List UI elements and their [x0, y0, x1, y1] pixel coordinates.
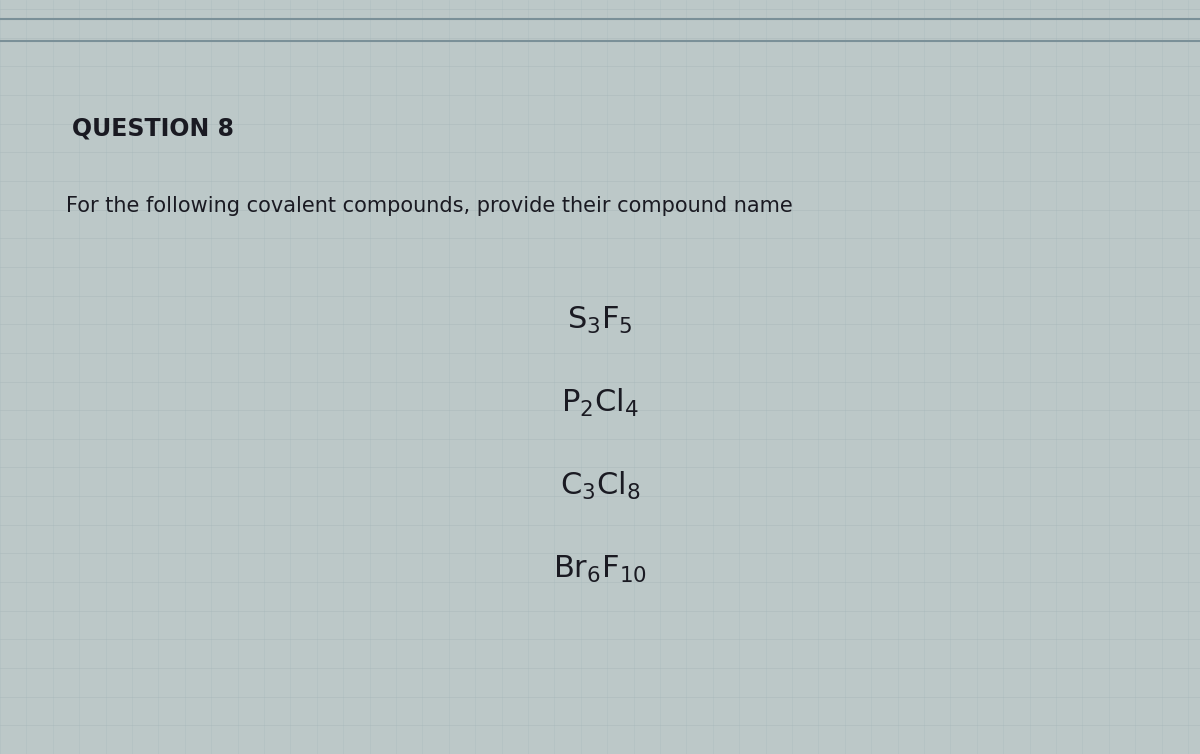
- Text: P$_2$Cl$_4$: P$_2$Cl$_4$: [562, 388, 638, 419]
- Text: Br$_6$F$_{10}$: Br$_6$F$_{10}$: [553, 553, 647, 585]
- Text: For the following covalent compounds, provide their compound name: For the following covalent compounds, pr…: [66, 196, 793, 216]
- Text: C$_3$Cl$_8$: C$_3$Cl$_8$: [560, 470, 640, 502]
- Text: QUESTION 8: QUESTION 8: [72, 117, 234, 141]
- Text: S$_3$F$_5$: S$_3$F$_5$: [568, 305, 632, 336]
